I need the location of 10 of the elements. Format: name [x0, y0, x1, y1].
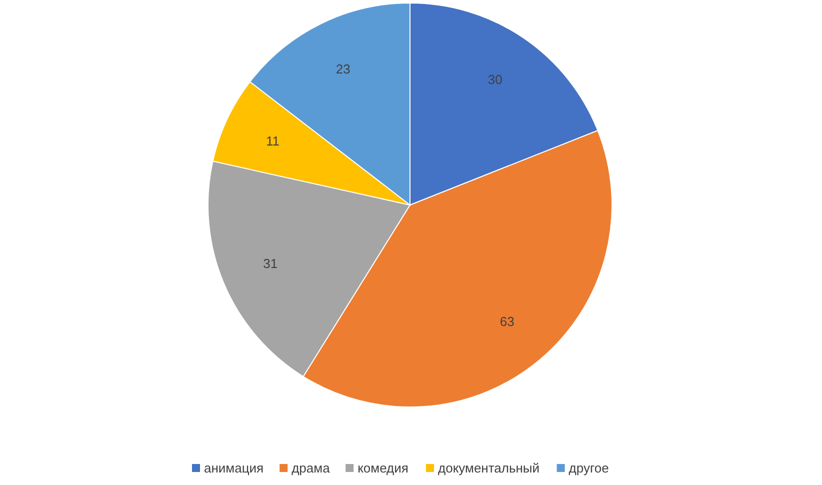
data-label: 63 [500, 314, 514, 329]
legend-label: другое [568, 460, 609, 476]
legend-label: анимация [204, 460, 264, 476]
data-label: 23 [336, 62, 350, 77]
data-label: 11 [266, 133, 280, 148]
data-label: 30 [488, 72, 502, 88]
data-label: 31 [263, 256, 278, 272]
legend-label: комедия [358, 460, 408, 476]
legend-label: документальный [438, 460, 540, 476]
legend-label: драма [292, 460, 331, 476]
